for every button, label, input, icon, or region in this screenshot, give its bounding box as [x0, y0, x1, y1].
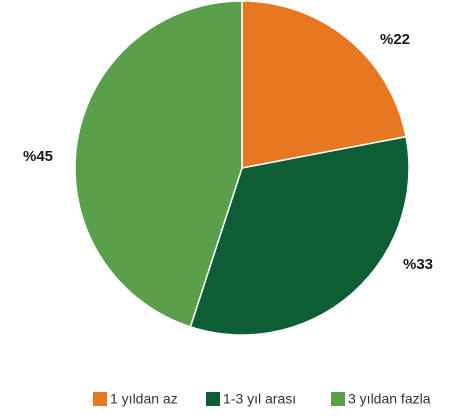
legend-swatch [206, 392, 220, 406]
pie-slice [189, 135, 410, 336]
pie-slice [241, 0, 407, 169]
value-label: %45 [23, 148, 53, 165]
legend-label: 1 yıldan az [110, 391, 178, 407]
legend-swatch [331, 392, 345, 406]
value-label: %22 [380, 31, 410, 48]
legend-label: 3 yıldan fazla [348, 391, 431, 407]
legend-label: 1-3 yıl arası [223, 391, 296, 407]
value-label: %33 [403, 256, 433, 273]
pie-slice [74, 0, 243, 328]
legend-swatch [93, 392, 107, 406]
